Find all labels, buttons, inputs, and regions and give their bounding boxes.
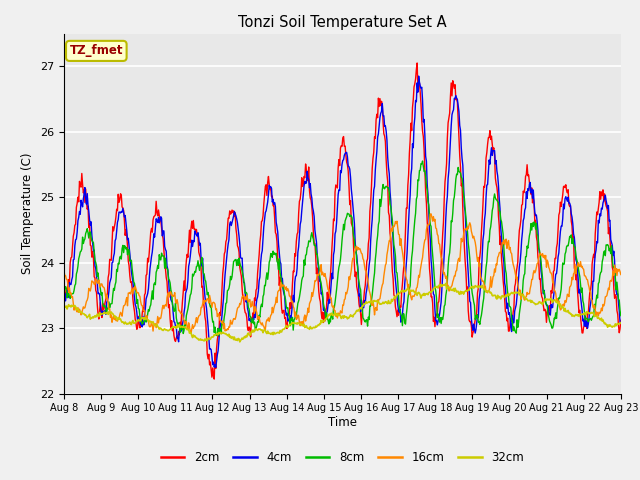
8cm: [214, 330, 221, 336]
4cm: [60, 293, 68, 299]
2cm: [184, 254, 192, 260]
2cm: [70, 230, 78, 236]
Line: 32cm: 32cm: [64, 283, 621, 342]
Text: TZ_fmet: TZ_fmet: [70, 44, 123, 58]
4cm: [415, 73, 422, 79]
2cm: [617, 317, 625, 323]
Line: 8cm: 8cm: [64, 161, 621, 336]
4cm: [70, 256, 78, 262]
8cm: [60, 287, 68, 292]
32cm: [442, 280, 450, 286]
2cm: [60, 284, 68, 289]
32cm: [236, 339, 244, 345]
8cm: [215, 333, 223, 338]
4cm: [184, 277, 192, 283]
8cm: [428, 242, 436, 248]
4cm: [411, 115, 419, 120]
32cm: [127, 322, 135, 327]
8cm: [184, 306, 192, 312]
4cm: [127, 269, 135, 275]
16cm: [411, 291, 419, 297]
2cm: [411, 81, 419, 87]
2cm: [428, 293, 436, 299]
Line: 16cm: 16cm: [64, 214, 621, 333]
Y-axis label: Soil Temperature (C): Soil Temperature (C): [22, 153, 35, 275]
8cm: [70, 288, 78, 293]
4cm: [212, 364, 220, 370]
16cm: [127, 288, 135, 294]
16cm: [428, 211, 435, 217]
2cm: [127, 279, 135, 285]
8cm: [411, 217, 419, 223]
16cm: [70, 307, 78, 313]
4cm: [214, 348, 222, 354]
16cm: [617, 272, 625, 277]
8cm: [617, 313, 625, 319]
16cm: [214, 311, 222, 317]
4cm: [617, 321, 625, 326]
32cm: [184, 326, 192, 332]
8cm: [419, 158, 426, 164]
X-axis label: Time: Time: [328, 416, 357, 429]
Line: 4cm: 4cm: [64, 76, 621, 367]
32cm: [428, 289, 435, 295]
2cm: [214, 333, 222, 338]
32cm: [70, 303, 78, 309]
32cm: [60, 302, 68, 308]
8cm: [127, 257, 135, 263]
Title: Tonzi Soil Temperature Set A: Tonzi Soil Temperature Set A: [238, 15, 447, 30]
16cm: [60, 267, 68, 273]
16cm: [428, 214, 436, 220]
16cm: [184, 326, 192, 332]
32cm: [411, 290, 419, 296]
32cm: [214, 331, 221, 337]
2cm: [211, 376, 218, 382]
Legend: 2cm, 4cm, 8cm, 16cm, 32cm: 2cm, 4cm, 8cm, 16cm, 32cm: [156, 446, 529, 469]
16cm: [187, 330, 195, 336]
2cm: [413, 60, 421, 66]
32cm: [617, 320, 625, 325]
4cm: [428, 266, 436, 272]
Line: 2cm: 2cm: [64, 63, 621, 379]
